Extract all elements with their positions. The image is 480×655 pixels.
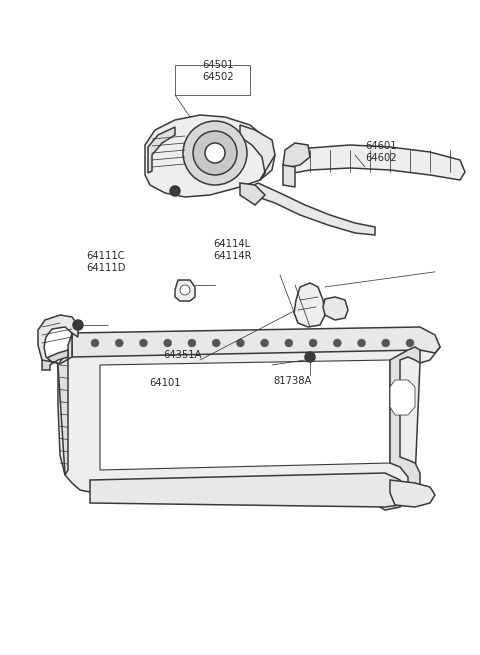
Polygon shape — [90, 473, 408, 507]
Text: 64114L
64114R: 64114L 64114R — [214, 240, 252, 261]
Polygon shape — [145, 115, 275, 197]
Text: 64111C
64111D: 64111C 64111D — [86, 252, 126, 272]
Polygon shape — [100, 360, 390, 470]
Polygon shape — [148, 127, 175, 173]
Circle shape — [193, 131, 237, 175]
Circle shape — [309, 339, 317, 347]
Circle shape — [406, 339, 414, 347]
Text: 64501
64502: 64501 64502 — [203, 60, 234, 81]
Circle shape — [188, 339, 196, 347]
Circle shape — [212, 339, 220, 347]
Polygon shape — [390, 347, 420, 493]
Polygon shape — [250, 183, 375, 235]
Polygon shape — [175, 280, 195, 301]
Bar — [175, 65, 250, 95]
Circle shape — [236, 339, 244, 347]
Polygon shape — [390, 480, 435, 507]
Text: 64351A: 64351A — [163, 350, 202, 360]
Circle shape — [73, 320, 83, 330]
Polygon shape — [294, 283, 325, 327]
Circle shape — [333, 339, 341, 347]
Circle shape — [205, 143, 225, 163]
Polygon shape — [72, 327, 440, 357]
Circle shape — [170, 186, 180, 196]
Polygon shape — [58, 333, 72, 475]
Polygon shape — [240, 183, 265, 205]
Circle shape — [358, 339, 366, 347]
Polygon shape — [285, 145, 465, 180]
Polygon shape — [240, 125, 275, 180]
Text: 81738A: 81738A — [274, 376, 312, 386]
Polygon shape — [38, 315, 78, 363]
Circle shape — [305, 352, 315, 362]
Polygon shape — [283, 165, 295, 187]
Polygon shape — [390, 380, 415, 415]
Circle shape — [115, 339, 123, 347]
Polygon shape — [323, 297, 348, 320]
Polygon shape — [58, 330, 440, 510]
Circle shape — [140, 339, 147, 347]
Circle shape — [261, 339, 269, 347]
Circle shape — [183, 121, 247, 185]
Polygon shape — [283, 143, 310, 167]
Polygon shape — [42, 350, 68, 370]
Circle shape — [91, 339, 99, 347]
Circle shape — [285, 339, 293, 347]
Text: 64101: 64101 — [149, 378, 180, 388]
Circle shape — [180, 285, 190, 295]
Text: 64601
64602: 64601 64602 — [365, 141, 396, 162]
Circle shape — [164, 339, 172, 347]
Circle shape — [382, 339, 390, 347]
